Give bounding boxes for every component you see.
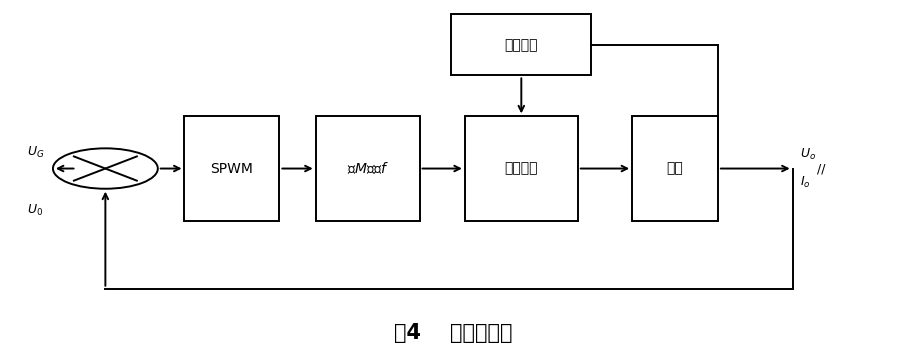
Text: $U_0$: $U_0$ bbox=[26, 203, 43, 218]
Bar bbox=[184, 116, 279, 221]
Text: 图4    控制结构图: 图4 控制结构图 bbox=[395, 323, 512, 343]
Circle shape bbox=[53, 148, 158, 189]
Text: $I_o$: $I_o$ bbox=[800, 175, 811, 190]
Bar bbox=[316, 116, 420, 221]
Bar bbox=[632, 116, 718, 221]
Text: //: // bbox=[817, 162, 825, 175]
Text: 电流门限: 电流门限 bbox=[504, 38, 538, 52]
Text: 负载: 负载 bbox=[667, 161, 683, 176]
Bar bbox=[464, 116, 578, 221]
Text: 调$M$或者$f$: 调$M$或者$f$ bbox=[346, 161, 388, 177]
Bar bbox=[452, 14, 591, 75]
Text: $U_G$: $U_G$ bbox=[26, 145, 44, 160]
Text: $U_o$: $U_o$ bbox=[800, 147, 816, 162]
Text: 限流功能: 限流功能 bbox=[504, 161, 538, 176]
Text: SPWM: SPWM bbox=[210, 161, 253, 176]
